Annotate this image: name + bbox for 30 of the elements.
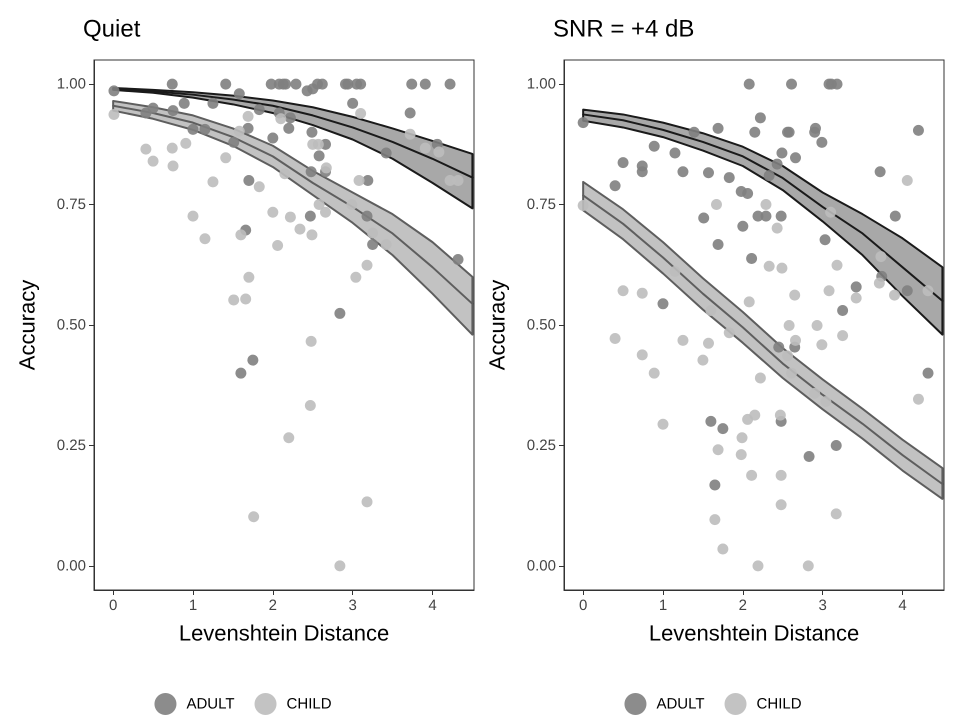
y-axis-title: Accuracy — [484, 280, 510, 370]
x-tick-label: 1 — [658, 597, 668, 614]
x-tick-label: 2 — [738, 597, 747, 614]
y-tick-label: 0.25 — [526, 436, 556, 454]
legend-label: ADULT — [656, 696, 705, 712]
x-tick-label: 0 — [578, 597, 588, 614]
legend-label: ADULT — [186, 696, 235, 712]
x-tick-label: 3 — [348, 597, 357, 614]
y-tick-label: 0.50 — [56, 316, 86, 334]
y-tick-label: 0.25 — [56, 436, 86, 454]
x-axis-title: Levenshtein Distance — [178, 620, 390, 646]
y-tick-label: 0.50 — [526, 316, 556, 334]
x-tick-label: 4 — [898, 597, 907, 614]
x-tick-label: 4 — [428, 597, 437, 614]
chart-title: SNR = +4 dB — [553, 16, 694, 42]
y-tick-label: 1.00 — [526, 76, 556, 93]
legend-label: CHILD — [286, 696, 332, 712]
y-tick-label: 0.75 — [526, 196, 556, 214]
y-axis-title: Accuracy — [14, 280, 40, 370]
y-tick-label: 0.75 — [56, 196, 86, 214]
x-tick-label: 3 — [818, 597, 827, 614]
legend-label: CHILD — [756, 696, 802, 712]
x-tick-label: 2 — [268, 597, 277, 614]
x-axis-title: Levenshtein Distance — [648, 620, 860, 646]
x-tick-label: 0 — [108, 597, 118, 614]
x-tick-label: 1 — [188, 597, 198, 614]
y-tick-label: 0.00 — [526, 557, 556, 574]
y-tick-label: 0.00 — [56, 557, 86, 574]
y-tick-label: 1.00 — [56, 76, 86, 93]
chart-title: Quiet — [83, 16, 141, 42]
